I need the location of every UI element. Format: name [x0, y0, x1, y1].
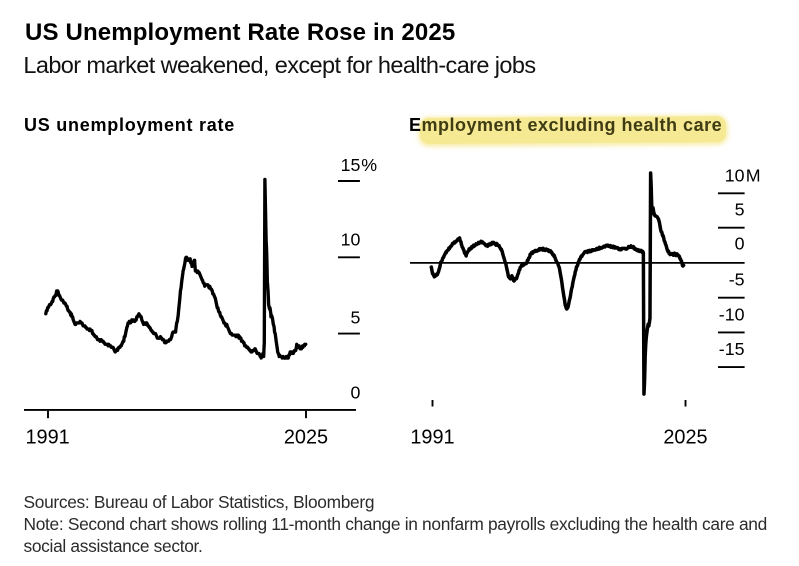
svg-text:2025: 2025 [284, 427, 328, 449]
svg-text:0: 0 [735, 234, 745, 254]
svg-text:2025: 2025 [663, 427, 707, 449]
svg-text:1991: 1991 [25, 427, 69, 449]
svg-text:1991: 1991 [410, 427, 454, 449]
svg-text:5: 5 [735, 200, 745, 220]
svg-text:0: 0 [351, 383, 361, 403]
svg-text:M: M [746, 165, 761, 185]
svg-text:-10: -10 [719, 305, 745, 325]
svg-text:%: % [361, 155, 377, 175]
svg-text:5: 5 [351, 307, 361, 327]
svg-text:10: 10 [725, 165, 745, 185]
svg-text:15: 15 [341, 155, 361, 175]
svg-text:-5: -5 [729, 269, 745, 289]
svg-text:10: 10 [341, 230, 361, 250]
svg-text:-15: -15 [719, 339, 745, 359]
